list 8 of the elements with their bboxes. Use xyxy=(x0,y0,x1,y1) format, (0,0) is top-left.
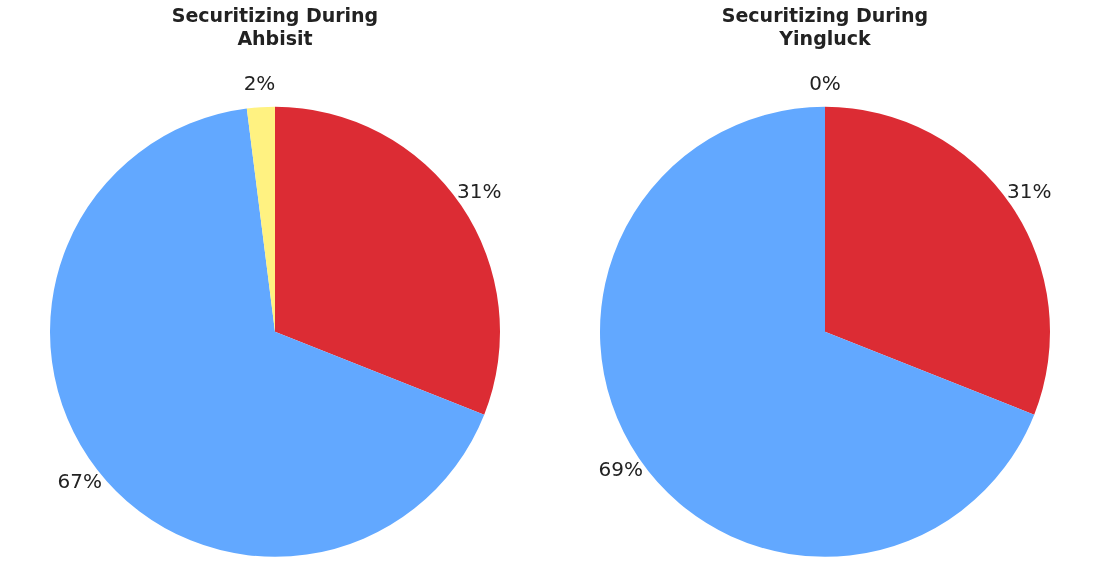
chart-title: Securitizing During Ahbisit xyxy=(171,4,379,50)
data-label: 67% xyxy=(57,469,103,494)
chart-title: Securitizing During Yingluck xyxy=(721,4,929,50)
data-label: 31% xyxy=(1007,179,1052,204)
text: 0% xyxy=(809,71,841,95)
data-label: 69% xyxy=(598,456,643,481)
data-label: 2% xyxy=(243,71,276,96)
data-label: 31% xyxy=(457,179,502,204)
